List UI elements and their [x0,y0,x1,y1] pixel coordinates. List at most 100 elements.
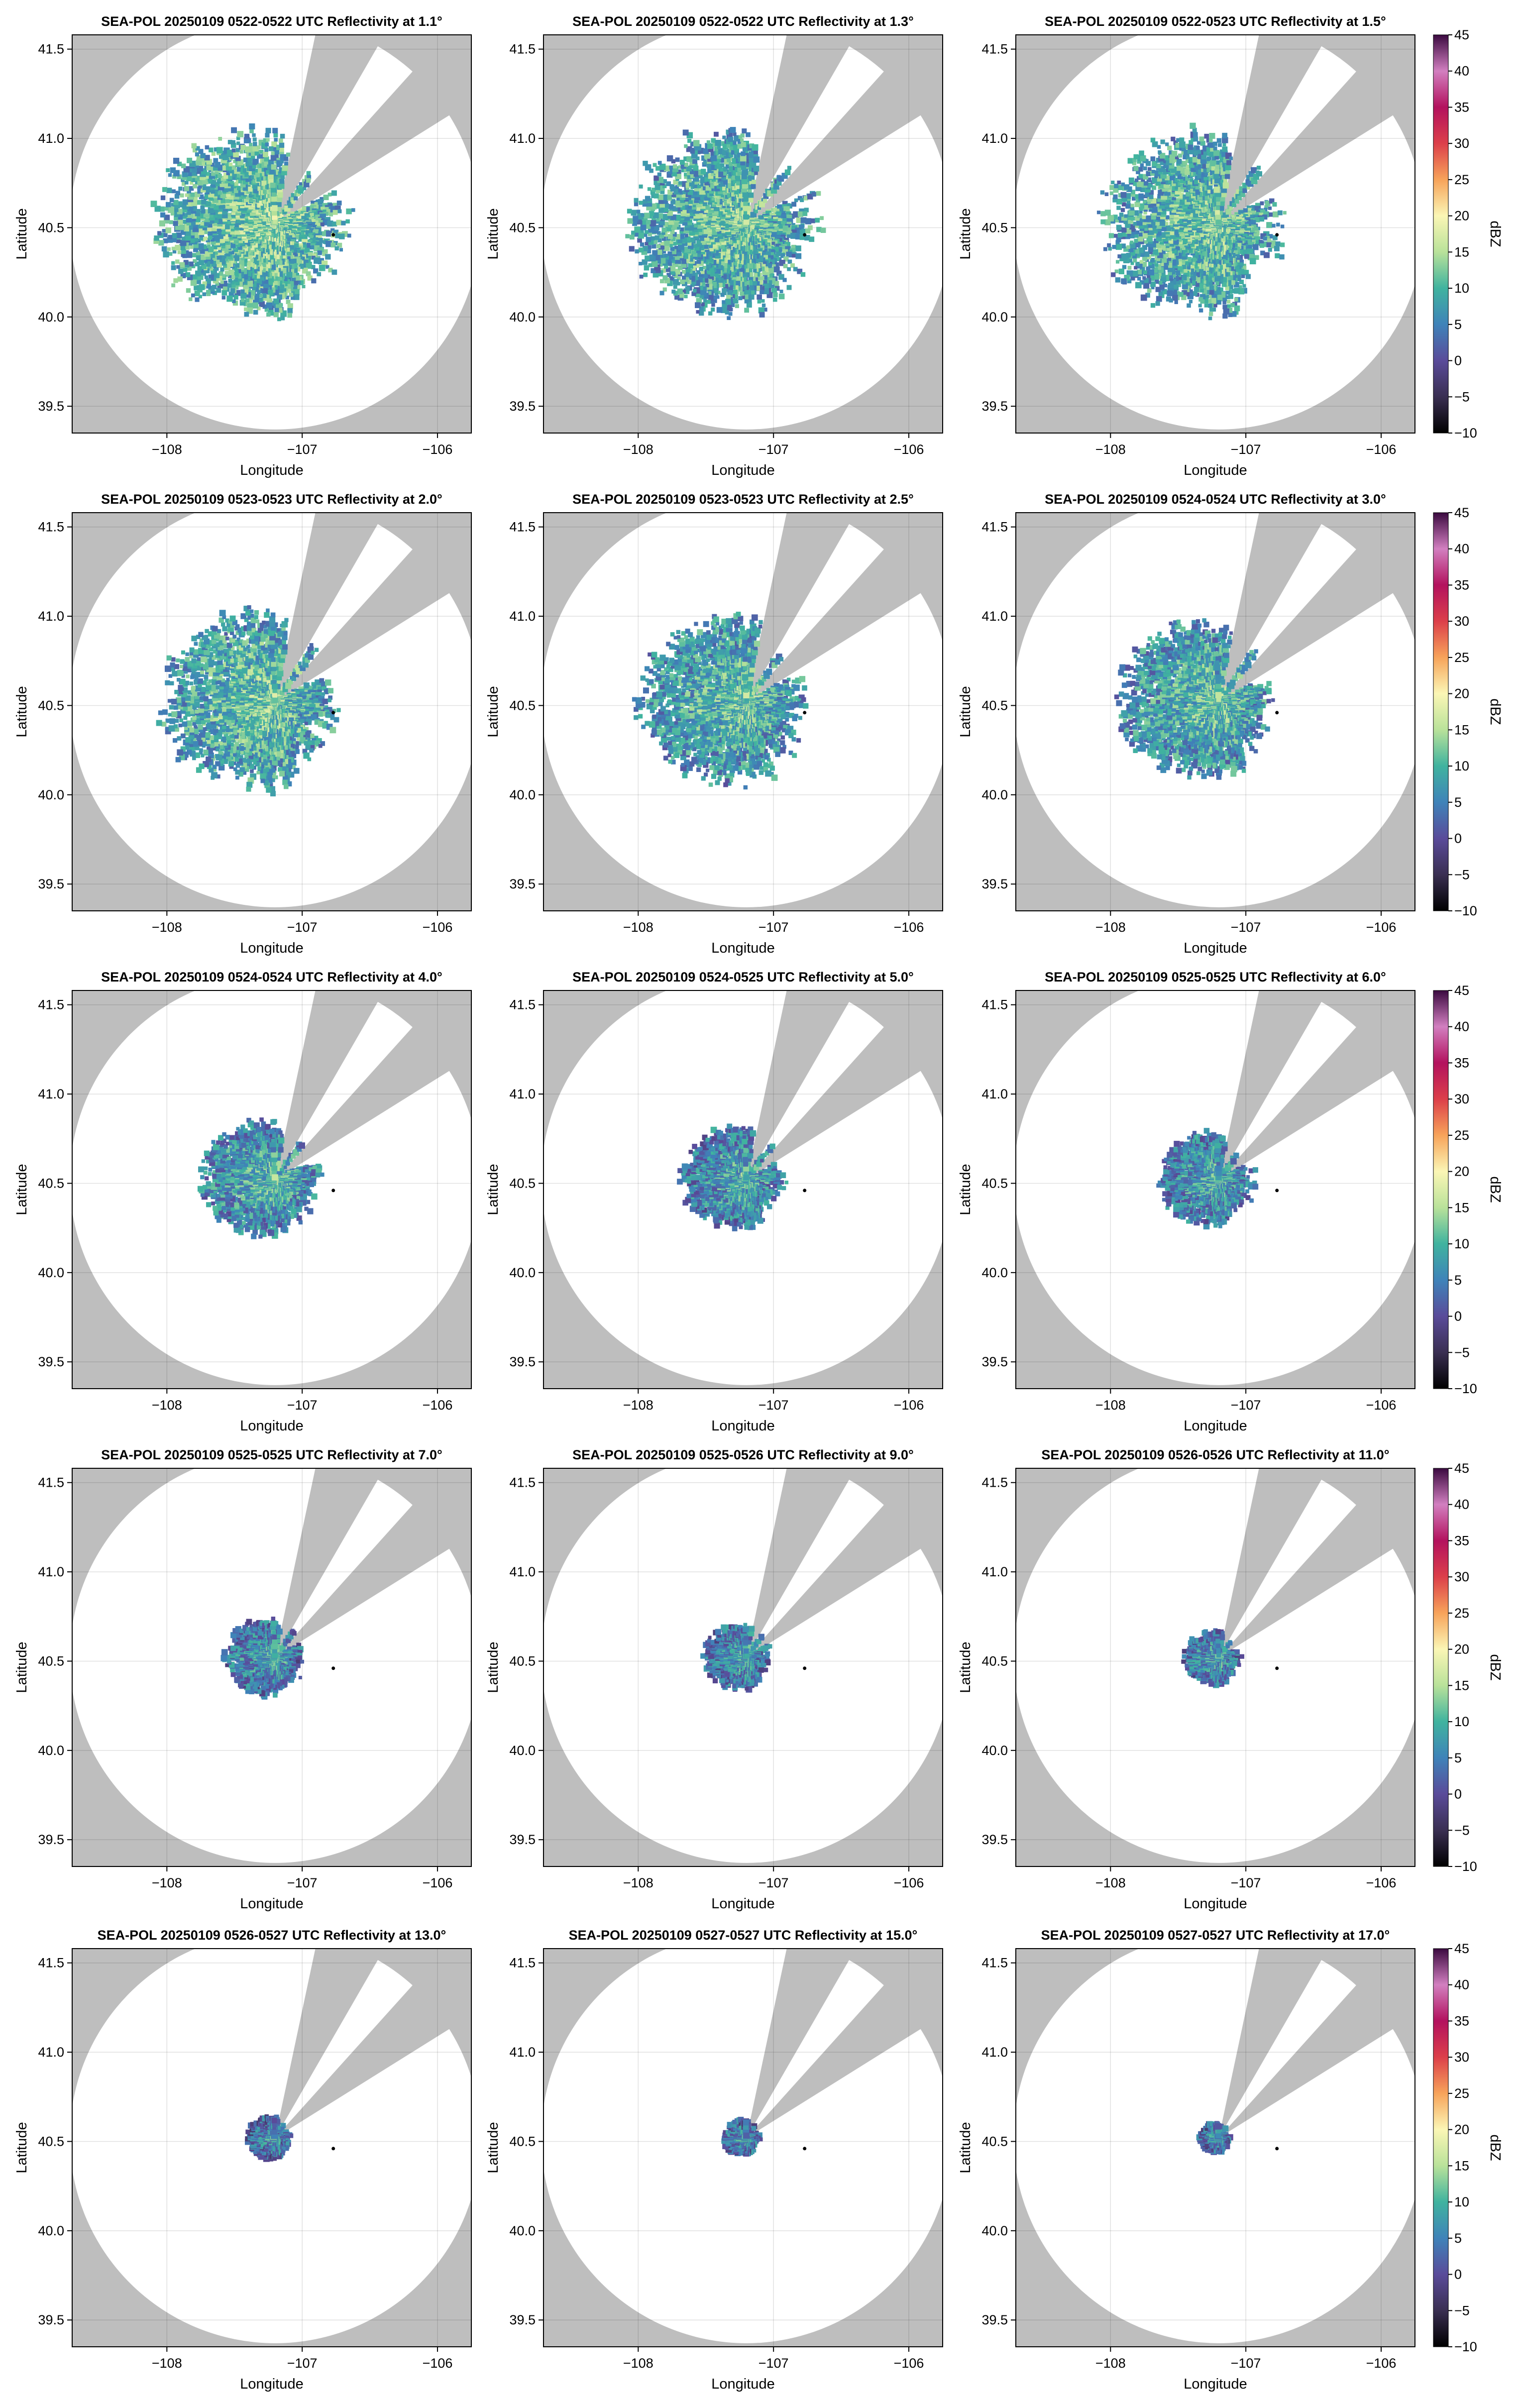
y-tick-label: 41.0 [509,1087,536,1101]
reflectivity-echo [1096,122,1287,321]
x-tick-label: −107 [287,920,318,935]
y-tick-label: 40.0 [981,787,1008,802]
y-tick-label: 39.5 [981,2312,1008,2327]
y-tick-label: 40.5 [981,1176,1008,1191]
y-tick-label: 39.5 [38,1354,64,1369]
colorbar-label: dBZ [1487,698,1503,725]
x-tick-label: −108 [152,1875,182,1890]
colorbar-tick-label: 35 [1454,2013,1469,2028]
plot-frame [72,34,472,434]
y-tick-label: 40.0 [981,1743,1008,1758]
panel-title: SEA-POL 20250109 0522-0522 UTC Reflectiv… [572,14,914,29]
colorbar-tick-label: 15 [1454,2158,1469,2173]
colorbar-tick-label: 30 [1454,614,1469,629]
y-tick-label: 40.5 [981,220,1008,235]
y-tick-label: 39.5 [38,876,64,891]
panel-13: SEA-POL 20250109 0526-0527 UTC Reflectiv… [14,1928,472,2392]
blocked-sector [275,1949,380,2138]
y-tick-label: 40.5 [38,1176,64,1191]
colorbar-tick-label: 0 [1454,831,1462,846]
y-tick-label: 40.5 [981,2134,1008,2149]
colorbar-tick-label: −10 [1454,1381,1477,1396]
colorbar-3: −10 −5 0 5 10 15 20 25 30 35 40 45 dBZ [1433,983,1503,1396]
y-tick-label: 41.5 [981,520,1008,535]
y-tick-label: 41.0 [38,1564,64,1579]
y-tick-label: 40.5 [509,698,536,713]
x-tick-label: −107 [758,920,789,935]
marker-point [803,1666,807,1670]
y-tick-label: 41.5 [38,520,64,535]
colorbar-tick-label: −10 [1454,903,1477,918]
x-tick-label: −107 [758,1398,789,1413]
plot-frame [1015,34,1415,434]
y-tick-label: 40.0 [509,310,536,325]
y-tick-label: 41.0 [38,2045,64,2060]
blocked-sector [746,513,851,702]
blocked-sector [1218,1468,1323,1658]
y-tick-label: 39.5 [38,399,64,414]
blocked-sector [1218,35,1323,224]
y-tick-label: 41.0 [981,1087,1008,1101]
y-tick-label: 41.5 [38,997,64,1012]
colorbar-tick-label: 45 [1454,505,1469,520]
colorbars: −10 −5 0 5 10 15 20 25 30 35 40 45 dBZ −10 −5 0 5 10 15 20 2… [1433,27,1503,2354]
blocked-sector [275,513,380,702]
marker-point [331,233,335,237]
marker-point [1275,1189,1279,1193]
y-tick-label: 39.5 [38,1832,64,1847]
x-axis-label: Longitude [1184,462,1247,478]
colorbar-tick-label: −5 [1454,867,1470,882]
colorbar-tick-label: 5 [1454,2231,1462,2246]
y-tick-label: 39.5 [509,1354,536,1369]
y-axis-label: Latitude [958,208,974,259]
y-tick-label: 40.0 [509,2223,536,2238]
blocked-sector [746,69,923,224]
panel-title: SEA-POL 20250109 0526-0527 UTC Reflectiv… [98,1928,446,1943]
colorbar-tick-label: 25 [1454,1606,1469,1621]
x-tick-label: −107 [287,442,318,457]
y-axis-label: Latitude [485,1164,501,1215]
colorbar-1: −10 −5 0 5 10 15 20 25 30 35 40 45 dBZ [1433,27,1503,440]
plot-frame [543,990,943,1389]
x-tick-label: −106 [1366,1398,1397,1413]
y-tick-label: 41.5 [509,997,536,1012]
colorbar-tick-label: 25 [1454,172,1469,187]
blocked-sector [275,547,452,702]
reflectivity-echo [1181,1628,1245,1688]
x-tick-label: −108 [623,1398,653,1413]
panel-12: SEA-POL 20250109 0526-0526 UTC Reflectiv… [958,1447,1415,1912]
x-tick-label: −106 [1366,1875,1397,1890]
colorbar-tick-label: 15 [1454,722,1469,737]
y-tick-label: 39.5 [981,399,1008,414]
panel-title: SEA-POL 20250109 0527-0527 UTC Reflectiv… [569,1928,918,1943]
y-tick-label: 40.0 [509,787,536,802]
reflectivity-echo [721,2116,763,2157]
y-axis-label: Latitude [958,686,974,737]
blocked-sector [275,1503,452,1658]
colorbar-tick-label: 45 [1454,983,1469,998]
y-tick-label: 40.5 [509,2134,536,2149]
colorbar-label: dBZ [1487,2134,1503,2161]
reflectivity-echo [1114,618,1275,780]
y-tick-label: 40.0 [38,1265,64,1280]
panel-11: SEA-POL 20250109 0525-0526 UTC Reflectiv… [485,1447,943,1912]
panel-title: SEA-POL 20250109 0522-0523 UTC Reflectiv… [1045,14,1386,29]
y-tick-label: 39.5 [509,1832,536,1847]
colorbar-tick-label: 20 [1454,686,1469,701]
y-tick-label: 41.5 [38,1475,64,1490]
panel-5: SEA-POL 20250109 0523-0523 UTC Reflectiv… [485,492,943,956]
y-tick-label: 41.5 [981,997,1008,1012]
x-tick-label: −107 [1231,442,1261,457]
panel-title: SEA-POL 20250109 0523-0523 UTC Reflectiv… [572,492,914,507]
colorbar-tick-label: −10 [1454,2339,1477,2354]
reflectivity-echo [156,605,341,797]
colorbar-tick-label: 15 [1454,1200,1469,1215]
x-tick-label: −106 [1366,920,1397,935]
plot-frame [543,512,943,911]
x-tick-label: −108 [623,1875,653,1890]
x-tick-label: −107 [758,442,789,457]
y-axis-label: Latitude [14,2122,30,2173]
x-tick-label: −108 [152,442,182,457]
x-tick-label: −108 [623,2356,653,2371]
